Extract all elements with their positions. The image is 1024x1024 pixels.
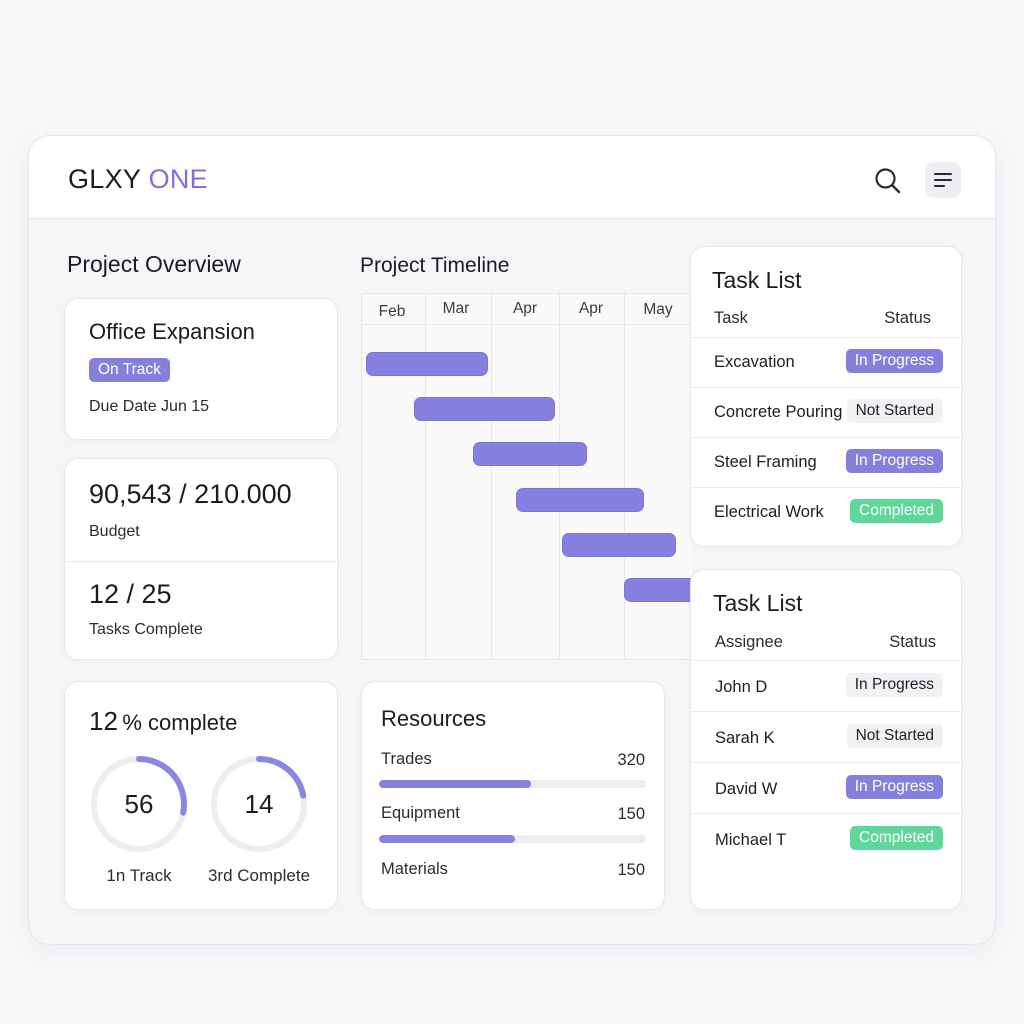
task-name: Electrical Work — [714, 503, 824, 521]
assignee-row[interactable]: Sarah K Not Started — [691, 711, 961, 763]
budget-value: 90,543 / 210.000 — [89, 479, 292, 509]
column-header-status: Status — [889, 633, 936, 651]
logo-text-accent: ONE — [148, 164, 208, 194]
resource-label: Equipment — [381, 804, 460, 822]
timeline-header-divider — [362, 324, 692, 325]
timeline-month: Apr — [512, 300, 538, 317]
logo-text-primary: GLXY — [68, 164, 141, 194]
menu-icon-line — [934, 185, 945, 187]
resource-label: Trades — [381, 750, 432, 768]
resource-bar-fill — [379, 835, 516, 843]
search-icon — [875, 168, 901, 194]
timeline-month: Apr — [578, 300, 604, 317]
progress-ring-1 — [91, 756, 187, 852]
menu-icon-line — [934, 179, 952, 181]
status-badge: In Progress — [845, 349, 943, 373]
timeline-bar[interactable] — [414, 397, 555, 421]
assignee-name: Sarah K — [715, 729, 775, 747]
top-bar: GLXY ONE — [29, 136, 995, 219]
app-window: GLXY ONE Project Overview Office Expansi… — [28, 135, 996, 945]
card-divider — [65, 561, 337, 562]
app-logo[interactable]: GLXY ONE — [68, 164, 208, 195]
assignee-name: David W — [715, 780, 778, 798]
status-badge: Not Started — [846, 399, 943, 423]
status-badge: Completed — [850, 826, 943, 850]
resources-title: Resources — [381, 706, 487, 731]
menu-icon — [934, 173, 952, 175]
task-row[interactable]: Steel Framing In Progress — [691, 437, 961, 488]
resource-bar — [379, 780, 646, 788]
project-name: Office Expansion — [89, 319, 255, 344]
overview-title: Project Overview — [67, 251, 241, 277]
task-row[interactable]: Electrical Work Completed — [691, 487, 961, 546]
ring-2-label: 3rd Complete — [207, 866, 311, 885]
assignee-list-card: Task List Assignee Status John D In Prog… — [690, 569, 962, 910]
status-badge: In Progress — [845, 775, 943, 799]
timeline-month: Mar — [442, 300, 470, 317]
status-badge: In Progress — [845, 449, 943, 473]
completion-title-text: % complete — [122, 710, 238, 735]
task-list-card: Task List Task Status Excavation In Prog… — [690, 246, 962, 547]
budget-card: 90,543 / 210.000 Budget 12 / 25 Tasks Co… — [64, 458, 338, 660]
timeline-gridline — [624, 294, 625, 659]
assignee-row[interactable]: David W In Progress — [691, 762, 961, 814]
ring-1-label: 1n Track — [106, 866, 172, 885]
timeline-bar[interactable] — [473, 442, 587, 466]
timeline-bar[interactable] — [366, 352, 488, 376]
project-status-badge: On Track — [89, 358, 170, 382]
task-list-title: Task List — [713, 590, 803, 616]
task-list-title: Task List — [712, 267, 802, 293]
resource-label: Materials — [381, 860, 448, 878]
task-row[interactable]: Excavation In Progress — [691, 337, 961, 388]
tasks-complete-label: Tasks Complete — [89, 621, 203, 638]
ring-1-value: 56 — [124, 789, 154, 819]
task-row[interactable]: Concrete Pouring Not Started — [691, 387, 961, 438]
assignee-row[interactable]: Michael T Completed — [691, 813, 961, 865]
task-name: Excavation — [714, 353, 795, 371]
resources-card: Resources Trades 320 Equipment 150 Mater… — [361, 681, 665, 910]
status-badge: In Progress — [845, 673, 943, 697]
assignee-name: John D — [715, 678, 768, 696]
task-name: Concrete Pouring — [714, 403, 843, 421]
timeline-gridline — [559, 294, 560, 659]
budget-label: Budget — [89, 523, 140, 540]
completion-card: 12 % complete 56 1n Track 14 3rd Complet… — [64, 681, 338, 910]
column-header-assignee: Assignee — [715, 633, 783, 651]
assignee-row[interactable]: John D In Progress — [691, 660, 961, 712]
search-button[interactable] — [873, 166, 903, 196]
progress-ring-2 — [211, 756, 307, 852]
timeline-bar[interactable] — [562, 533, 676, 557]
status-badge: Not Started — [846, 724, 943, 748]
column-header-status: Status — [884, 309, 931, 327]
resource-value: 320 — [617, 751, 645, 769]
resource-bar — [379, 835, 646, 843]
timeline-month: May — [643, 301, 673, 318]
project-card[interactable]: Office Expansion On Track Due Date Jun 1… — [64, 298, 338, 440]
timeline-month: Feb — [378, 303, 406, 320]
project-due-date: Due Date Jun 15 — [89, 398, 210, 415]
resource-value: 150 — [617, 805, 645, 823]
resource-bar-fill — [379, 780, 532, 788]
timeline-bar[interactable] — [516, 488, 644, 512]
assignee-name: Michael T — [715, 831, 787, 849]
timeline-gridline — [425, 294, 426, 659]
completion-title: 12 % complete — [89, 706, 237, 737]
completion-percent: 12 — [89, 706, 118, 736]
timeline-chart: Feb Mar Apr Apr May — [361, 293, 704, 660]
tasks-complete-value: 12 / 25 — [89, 579, 172, 609]
column-header-task: Task — [714, 309, 748, 327]
resource-value: 150 — [617, 861, 645, 879]
task-name: Steel Framing — [714, 453, 817, 471]
timeline-gridline — [491, 294, 492, 659]
menu-button[interactable] — [925, 162, 961, 198]
ring-2-value: 14 — [244, 789, 274, 819]
status-badge: Completed — [850, 499, 943, 523]
timeline-title: Project Timeline — [360, 254, 510, 277]
